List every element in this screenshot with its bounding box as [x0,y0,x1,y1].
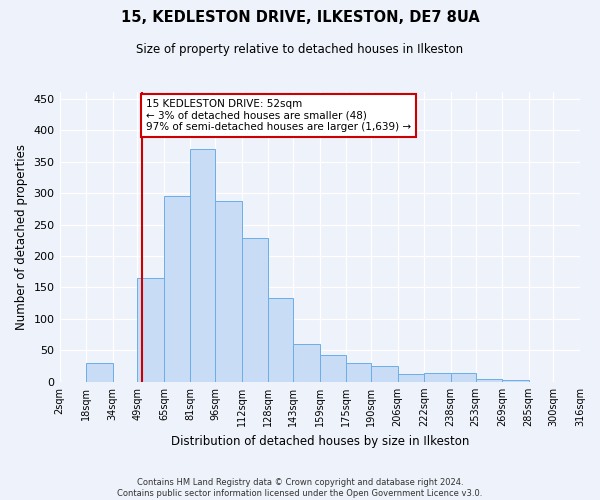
X-axis label: Distribution of detached houses by size in Ilkeston: Distribution of detached houses by size … [170,434,469,448]
Bar [346,363,371,382]
Bar [398,374,424,382]
Bar [137,278,164,382]
Bar [86,363,113,382]
Y-axis label: Number of detached properties: Number of detached properties [15,144,28,330]
Bar [293,344,320,382]
Bar [190,149,215,382]
Bar [164,196,190,382]
Bar [215,200,242,382]
Text: Size of property relative to detached houses in Ilkeston: Size of property relative to detached ho… [136,42,464,56]
Bar [371,366,398,382]
Bar [502,380,529,382]
Bar [451,373,476,382]
Bar [424,373,451,382]
Bar [242,238,268,382]
Bar [268,298,293,382]
Text: Contains HM Land Registry data © Crown copyright and database right 2024.
Contai: Contains HM Land Registry data © Crown c… [118,478,482,498]
Text: 15, KEDLESTON DRIVE, ILKESTON, DE7 8UA: 15, KEDLESTON DRIVE, ILKESTON, DE7 8UA [121,10,479,25]
Bar [320,356,346,382]
Bar [476,378,502,382]
Text: 15 KEDLESTON DRIVE: 52sqm
← 3% of detached houses are smaller (48)
97% of semi-d: 15 KEDLESTON DRIVE: 52sqm ← 3% of detach… [146,99,411,132]
